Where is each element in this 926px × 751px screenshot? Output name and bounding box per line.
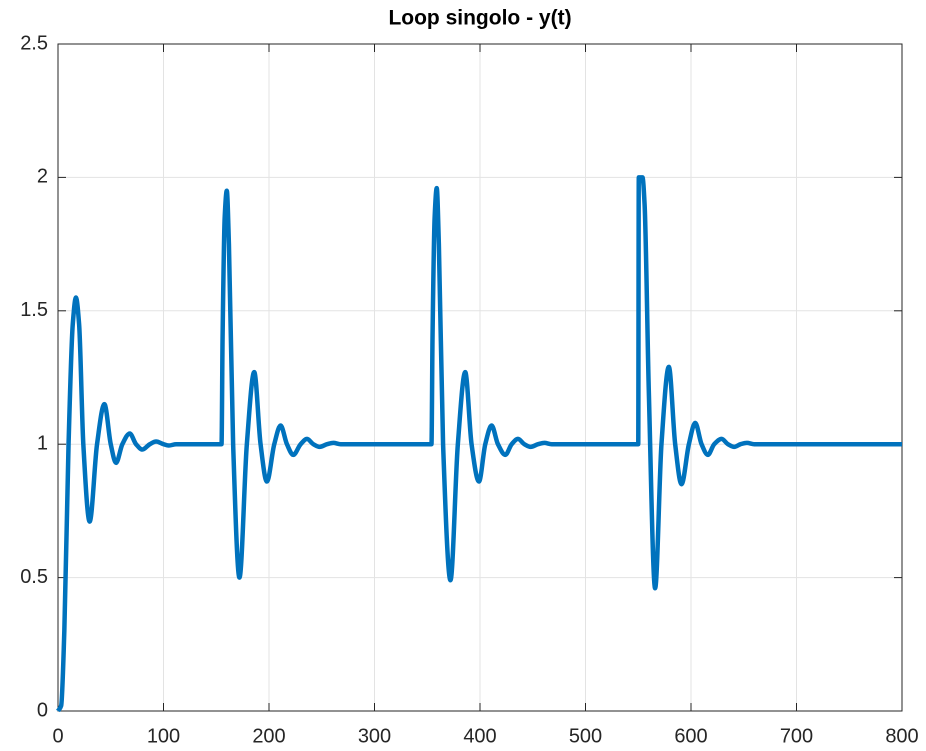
chart-title: Loop singolo - y(t) [388,7,571,30]
y-tick-label: 1.5 [20,299,48,321]
x-tick-label: 800 [885,725,918,747]
x-tick-label: 500 [569,725,602,747]
x-tick-label: 400 [463,725,496,747]
y-tick-label: 1 [37,432,48,454]
axes-box [57,43,903,712]
x-tick-label: 200 [252,725,285,747]
y-tick-label: 0.5 [20,566,48,588]
x-tick-label: 700 [780,725,813,747]
x-tick-label: 100 [147,725,180,747]
x-tick-label: 300 [358,725,391,747]
x-tick-label: 0 [52,725,63,747]
y-tick-label: 2 [37,166,48,188]
data-line [56,175,902,713]
y-tick-label: 2.5 [20,32,48,54]
y-tick-label: 0 [37,699,48,721]
x-tick-label: 600 [674,725,707,747]
